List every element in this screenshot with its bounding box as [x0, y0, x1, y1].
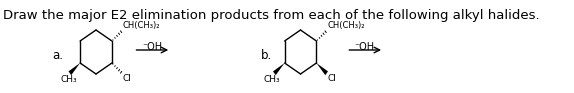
Polygon shape — [316, 63, 328, 75]
Text: CH₃: CH₃ — [61, 75, 77, 84]
Text: a.: a. — [52, 49, 63, 61]
Polygon shape — [273, 63, 285, 75]
Text: CH₃: CH₃ — [263, 75, 280, 84]
Text: CH(CH₃)₂: CH(CH₃)₂ — [123, 21, 161, 30]
Text: Cl: Cl — [327, 74, 336, 83]
Text: Draw the major E2 elimination products from each of the following alkyl halides.: Draw the major E2 elimination products f… — [3, 9, 540, 22]
Text: ⁻OH: ⁻OH — [142, 42, 162, 52]
Polygon shape — [68, 63, 80, 75]
Text: CH(CH₃)₂: CH(CH₃)₂ — [327, 21, 365, 30]
Text: Cl: Cl — [123, 74, 132, 83]
Text: b.: b. — [261, 49, 273, 61]
Text: ⁻OH: ⁻OH — [355, 42, 375, 52]
